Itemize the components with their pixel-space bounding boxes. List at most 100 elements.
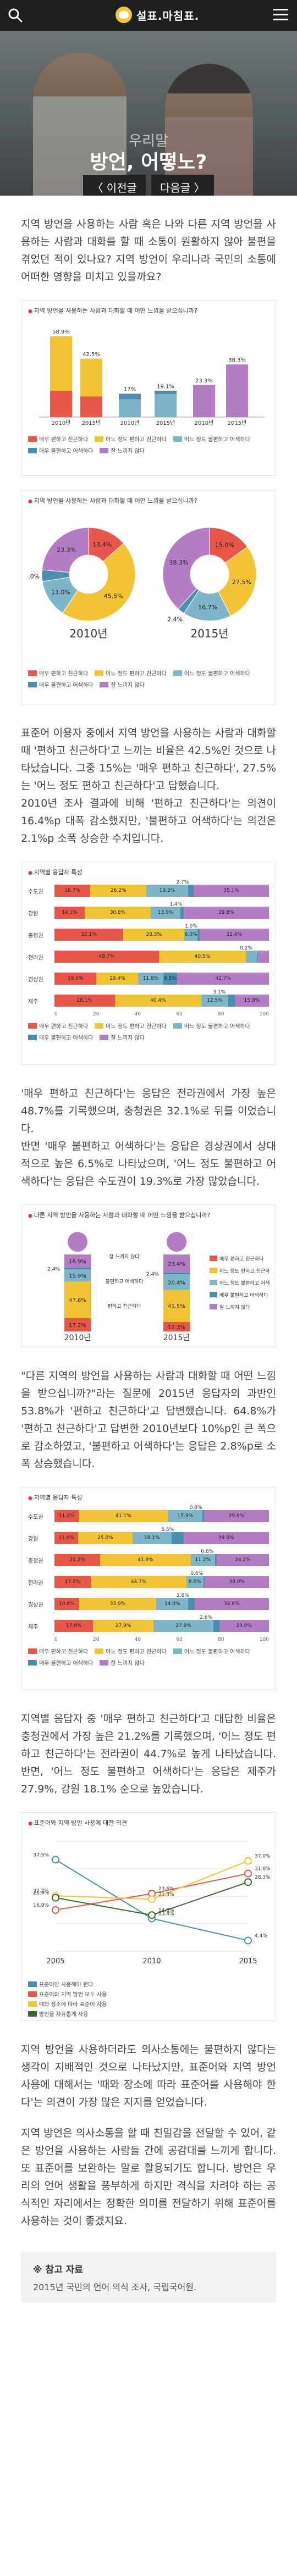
person-body-segment (163, 1290, 190, 1322)
bar-segment: 24.2% (216, 1554, 269, 1566)
y-tick-label: 강원 (28, 911, 38, 917)
legend-item: 어느 정도 편하고 친근하다 (95, 1647, 167, 1655)
paragraph-2: 표준어 이용자 중에서 지역 방언을 사용하는 사람과 대화할 때 '편하고 친… (21, 727, 276, 845)
group-label: 불편하고 어색하다 (105, 1278, 144, 1285)
regional-row: 충청권 32.1% 28.5% 6.0% 32.4% 1.0% (28, 924, 269, 946)
chart-other-dialect: 다른 지역 방언을 사용하는 사람과 대화할 때 어떤 느낌을 받으십니까? 1… (21, 1204, 279, 1347)
data-point-label: 14.8% (158, 1908, 174, 1913)
x-axis-ticks: 0 20 40 60 80 100 (54, 1012, 269, 1017)
x-tick-label: 100 (259, 1012, 269, 1017)
y-tick-label: 수도권 (28, 1514, 43, 1520)
bar-value-label: 1.0% (185, 924, 197, 929)
legend-swatch (210, 1256, 217, 1261)
bar-segment (155, 394, 177, 417)
segment-value-label: 2.4% (47, 1267, 60, 1272)
x-tick-label: 40 (134, 1637, 141, 1642)
data-point (244, 1878, 252, 1886)
chart-title: 지역별 응답자 특성 (28, 1493, 269, 1502)
search-icon[interactable] (8, 8, 23, 23)
person-body-segment (163, 1322, 190, 1331)
regional-row: 수도권 11.2% 41.1% 15.9% 29.8% 0.8% (28, 1505, 269, 1527)
y-tick-label: 전라권 (28, 1580, 43, 1586)
chart-line-opinion: 표준어와 지역 방언 사용에 대한 의견 2005 2010 2015 37.5% 13… (21, 1812, 276, 2021)
stacked-bar: 17.0% 44.7% 8.0% 30.0% (54, 1576, 269, 1588)
data-point-label: 37.0% (255, 1854, 270, 1859)
data-point (148, 1895, 156, 1903)
legend-item: 방언을 자유롭게 사용 (28, 2009, 269, 2018)
bar-value-label: 38.3% (228, 357, 246, 363)
y-tick-label: 경상권 (28, 976, 43, 983)
bar-value-label: 58.9% (52, 329, 70, 335)
regional-rows: 수도권 16.7% 26.2% 19.3% 35.1% 2.7% 강원 14.1% 30.8% 1… (28, 880, 269, 1012)
chart-line-svg: 2005 2010 2015 37.5% 13.4% 4.4% 16.9% 23.6% 31.8… (33, 1841, 271, 1966)
pie-slice-label: 13.4% (92, 541, 112, 548)
menu-icon[interactable] (273, 9, 288, 22)
legend-label: 잘 느끼지 않다 (219, 1304, 250, 1311)
bar-segment (213, 1620, 219, 1632)
legend-label: 어느 정도 편하고 친근하다 (219, 1268, 270, 1274)
segment-value-label: 16.9% (69, 1259, 86, 1265)
legend-item: 때와 장소에 따라 표준어 사용 (28, 2000, 269, 2008)
bar-value-label: 1.4% (169, 902, 183, 907)
person-year-label: 2010년 (64, 1334, 91, 1342)
segment-value-label: 2.4% (146, 1272, 159, 1277)
x-tick-label: 0 (54, 1012, 58, 1017)
data-point (244, 1857, 252, 1865)
chart-regional-2: 지역별 응답자 특성 수도권11.2%41.1%15.9%29.8%0.8%강원… (21, 1487, 276, 1690)
bar-segment: 11.2% (190, 1554, 215, 1566)
chart-legend: 매우 편하고 친근하다 어느 정도 편하고 친근하다 어느 정도 불편하고 어색… (28, 669, 269, 689)
regional-row: 제주 28.1% 40.4% 12.5% 15.9% 3.1% (28, 990, 269, 1012)
bar-segment: 17.9% (54, 1620, 94, 1632)
reference-title: ※ 참고 자료 (33, 2264, 83, 2275)
bar-segment: 32.1% (54, 929, 124, 941)
site-logo[interactable]: 설표.마침표. (116, 7, 199, 23)
bar-value-label: 2.8% (177, 1593, 189, 1598)
y-tick-label: 경상권 (28, 1602, 43, 1608)
bar-segment (80, 358, 102, 397)
person-year-label: 2015년 (163, 1334, 190, 1342)
bar-segment: 28.1% (54, 995, 115, 1007)
pie-year-label: 2015년 (190, 627, 228, 640)
pie-slice-label: 15.0% (215, 542, 234, 549)
bar-segment: 17.0% (54, 1576, 91, 1588)
group-label: 잘 느끼지 않다 (109, 1253, 140, 1260)
pie-slice (41, 527, 89, 573)
logo-bubble-icon (116, 7, 132, 23)
legend-item: 매우 편하고 친근하다 (28, 435, 88, 443)
y-tick-label: 제주 (28, 1624, 38, 1630)
next-article-button[interactable]: 다음글 〉 (151, 175, 214, 196)
legend-item: 매우 편하고 친근하다 (28, 669, 88, 677)
stacked-bar: 48.7% 40.5% (54, 951, 269, 963)
bar-value-label: 0.8% (201, 1549, 214, 1555)
top-navigation-bar: 설표.마침표. (0, 0, 297, 31)
paragraph-5: 지역별 응답자 중 '매우 편하고 친근하다'고 대답한 비율은 충청권에서 가… (21, 1713, 276, 1795)
paragraph-intro: 지역 방언을 사용하는 사람 혹은 나와 다른 지역 방언을 사용하는 사람과 … (21, 218, 276, 283)
legend-item: 어느 정도 불편하고 어색하다 (173, 1021, 250, 1030)
pie-slice-label: 38.3% (169, 559, 189, 567)
chart-bar-yearly: 지역 방언을 사용하는 사람과 대화할 때 어떤 느낌을 받으십니까? 58.9… (21, 300, 276, 476)
segment-value-label: 17.2% (69, 1323, 86, 1329)
bar-segment: 27.9% (93, 1620, 153, 1632)
stacked-bar: 32.1% 28.5% 6.0% 32.4% (54, 929, 269, 941)
legend-item: 표준어와 지역 방언 모두 사용 (28, 1990, 269, 1998)
legend-swatch (210, 1280, 217, 1285)
x-tick-label: 2015 (239, 1957, 257, 1966)
hero-overlay (0, 31, 297, 196)
bar-segment (119, 399, 141, 417)
bar-segment: 8.0% (186, 1576, 204, 1588)
x-tick-label: 2015년 (228, 420, 247, 426)
data-point (52, 1894, 59, 1902)
prev-article-button[interactable]: 〈 이전글 (83, 175, 146, 196)
data-point-label: 37.5% (33, 1852, 49, 1858)
person-body-segment (64, 1269, 91, 1282)
segment-value-label: 15.9% (69, 1273, 86, 1279)
person-body-segment (64, 1254, 91, 1268)
bar-segment: 14.1% (54, 907, 85, 919)
pie-slice-label: 2.4% (167, 616, 183, 623)
bar-segment: 40.5% (158, 951, 246, 963)
data-point-label: 28.3% (255, 1875, 270, 1880)
bar-segment: 11.8% (138, 973, 164, 985)
legend-item: 매우 편하고 친근하다 (28, 1647, 88, 1655)
pie-slice-label: 45.5% (104, 593, 123, 600)
legend-item: 잘 느끼지 않다 (100, 680, 145, 689)
